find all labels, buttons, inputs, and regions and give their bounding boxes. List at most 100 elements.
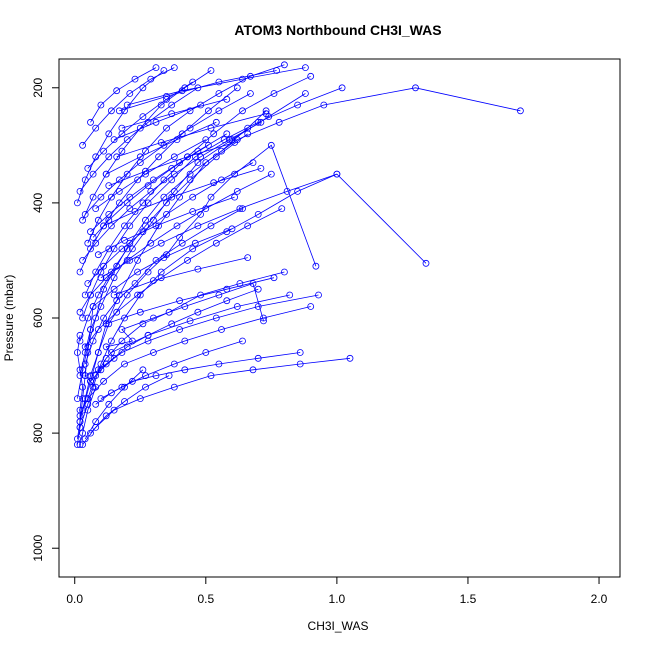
data-point	[118, 326, 126, 333]
data-point	[215, 291, 223, 299]
data-point	[121, 222, 128, 230]
data-point	[262, 110, 270, 118]
data-point	[118, 147, 126, 155]
data-point	[87, 291, 94, 299]
data-point	[79, 441, 86, 449]
data-point	[94, 216, 102, 224]
data-point	[184, 153, 191, 161]
data-point	[115, 187, 123, 195]
data-point	[92, 205, 100, 213]
data-point	[212, 239, 220, 247]
data-point	[223, 297, 231, 305]
x-tick-label: 1.0	[329, 592, 346, 606]
x-tick-label: 0.5	[197, 592, 214, 606]
data-point	[142, 222, 149, 230]
data-point	[74, 441, 81, 449]
data-point	[100, 147, 107, 155]
x-tick-label: 0.0	[66, 592, 83, 606]
data-point	[92, 372, 100, 380]
data-point	[197, 153, 205, 161]
series-line	[106, 121, 217, 175]
y-tick-label: 200	[31, 77, 45, 97]
y-tick-label: 1000	[31, 535, 45, 562]
data-point	[94, 291, 102, 299]
data-point	[102, 343, 110, 351]
data-point	[102, 412, 110, 420]
data-point	[257, 118, 265, 126]
data-point	[136, 124, 144, 132]
x-tick-label: 1.5	[460, 592, 477, 606]
series-layer	[74, 61, 524, 449]
data-point	[144, 331, 152, 339]
data-point	[105, 400, 113, 408]
data-point	[76, 331, 84, 339]
data-point	[178, 87, 186, 95]
data-point	[81, 291, 89, 299]
data-point	[307, 303, 315, 310]
data-point	[173, 136, 181, 144]
data-point	[204, 141, 212, 149]
series-line	[79, 173, 272, 313]
data-point	[79, 141, 86, 149]
data-point	[79, 395, 86, 403]
series-line	[84, 75, 311, 296]
data-point	[79, 383, 86, 391]
data-point	[97, 395, 105, 403]
series-line	[79, 173, 427, 428]
data-point	[215, 360, 223, 368]
series-line	[82, 357, 351, 445]
data-point	[163, 124, 170, 132]
data-point	[118, 245, 126, 253]
data-point	[275, 118, 283, 126]
data-point	[94, 326, 102, 333]
data-point	[194, 308, 202, 316]
data-point	[131, 208, 139, 215]
data-point	[170, 360, 178, 368]
data-point	[231, 193, 239, 201]
data-point	[147, 187, 155, 195]
data-point	[202, 349, 210, 356]
data-point	[257, 164, 265, 172]
data-point	[296, 349, 304, 356]
data-point	[110, 354, 118, 362]
data-point	[170, 170, 178, 178]
series-line	[92, 133, 228, 238]
data-point	[212, 153, 220, 161]
data-point	[123, 245, 131, 253]
data-point	[189, 78, 197, 86]
data-point	[254, 303, 262, 310]
data-point	[89, 303, 97, 310]
data-point	[210, 179, 218, 187]
series-line	[82, 87, 521, 411]
data-point	[81, 372, 89, 380]
data-point	[74, 349, 81, 356]
data-point	[94, 349, 102, 356]
data-point	[115, 107, 123, 115]
data-point	[260, 314, 267, 322]
data-point	[105, 130, 113, 138]
data-point	[186, 176, 194, 184]
data-point	[121, 383, 128, 391]
data-point	[100, 314, 107, 322]
plot-frame	[58, 58, 621, 578]
series-line	[119, 70, 277, 112]
data-point	[121, 314, 128, 322]
data-point	[215, 107, 223, 115]
y-tick-label: 400	[31, 193, 45, 213]
series-line	[90, 67, 157, 123]
data-point	[254, 285, 262, 293]
data-point	[110, 406, 118, 414]
data-point	[149, 349, 157, 356]
data-point	[108, 107, 115, 115]
data-point	[210, 130, 218, 138]
data-point	[81, 435, 89, 443]
data-point	[126, 256, 134, 264]
data-point	[294, 187, 302, 195]
series-line	[98, 196, 235, 256]
data-point	[157, 139, 165, 146]
series-line	[121, 98, 227, 129]
data-point	[81, 210, 89, 218]
data-point	[189, 193, 197, 201]
data-point	[97, 193, 105, 201]
data-point	[84, 164, 92, 172]
